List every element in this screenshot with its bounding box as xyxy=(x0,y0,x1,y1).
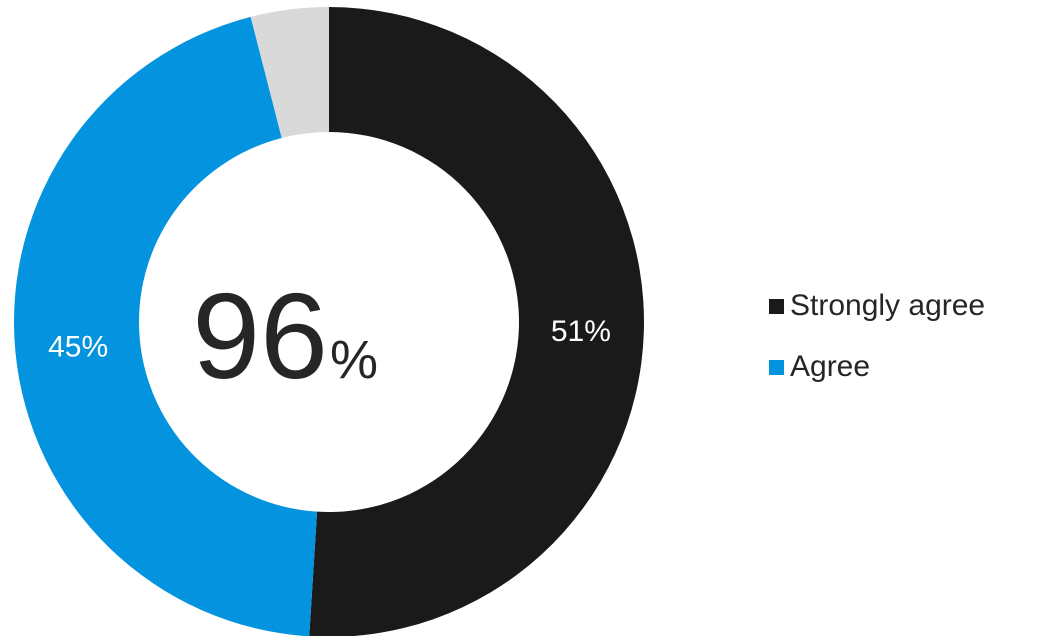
center-label: 96 % xyxy=(192,268,378,404)
center-unit: % xyxy=(330,330,378,390)
legend-swatch xyxy=(769,298,784,314)
slice-labels: 51% 45% xyxy=(48,315,611,364)
slice-other xyxy=(250,7,329,138)
center-value: 96 xyxy=(192,268,328,404)
slice-label-strongly-agree: 51% xyxy=(551,315,611,348)
chart-legend: Strongly agree Agree xyxy=(769,286,985,408)
legend-item-agree: Agree xyxy=(769,347,985,387)
donut-slices xyxy=(14,7,644,636)
legend-swatch xyxy=(769,359,784,375)
slice-agree xyxy=(14,16,318,636)
legend-item-strongly-agree: Strongly agree xyxy=(769,286,985,326)
slice-label-agree: 45% xyxy=(48,331,108,364)
slice-strongly-agree xyxy=(309,7,644,636)
legend-label: Agree xyxy=(790,350,871,383)
legend-label: Strongly agree xyxy=(790,289,986,322)
